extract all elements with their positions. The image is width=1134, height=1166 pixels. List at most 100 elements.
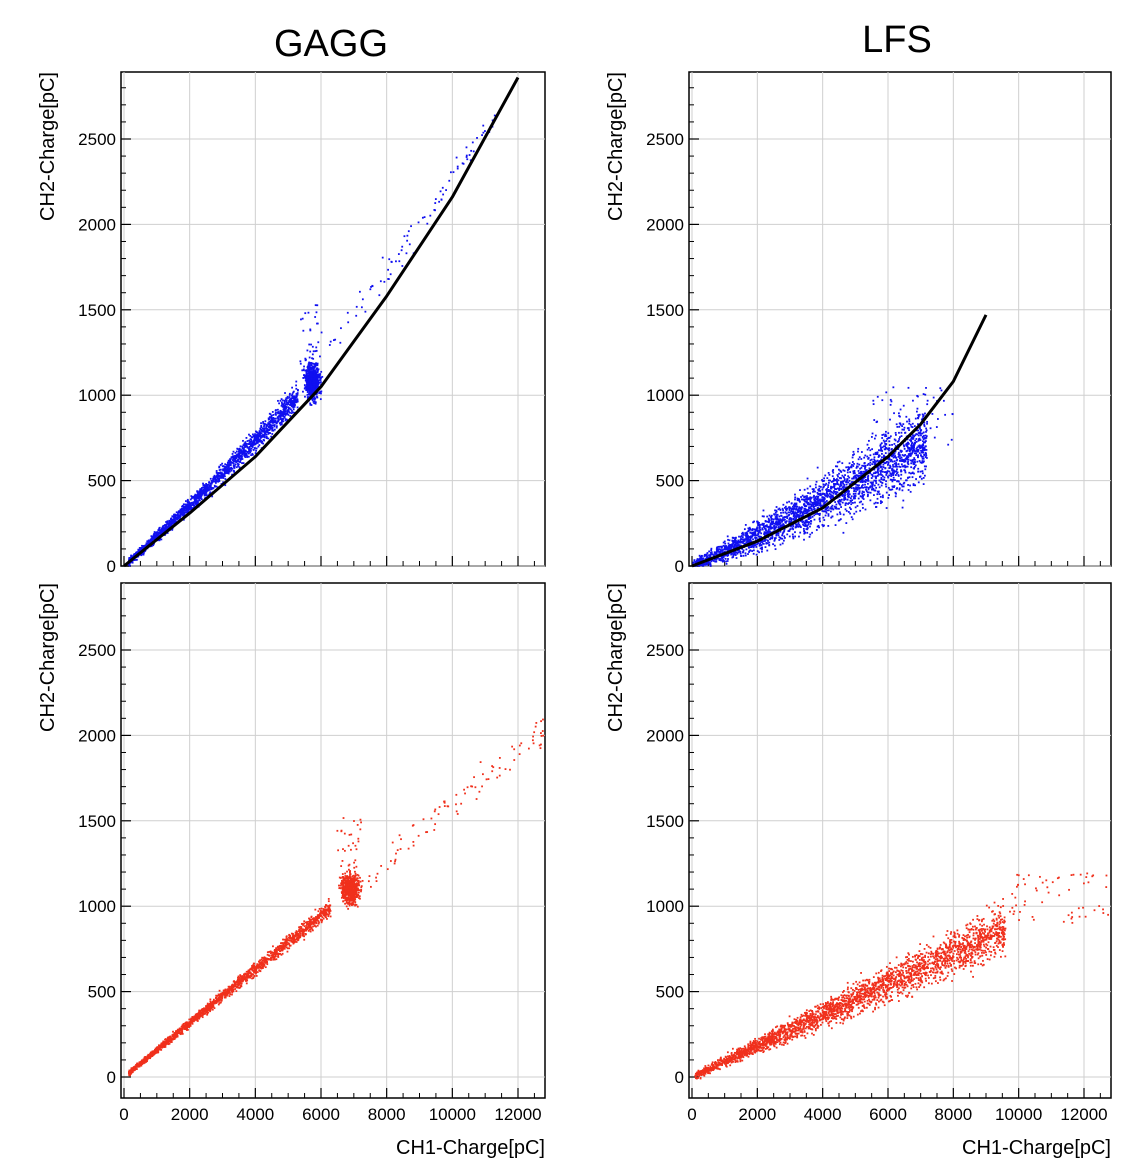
data-point: [758, 524, 761, 527]
data-point: [827, 513, 830, 516]
data-point: [724, 557, 727, 560]
data-point: [209, 488, 211, 491]
data-point: [304, 395, 306, 398]
data-point: [732, 553, 735, 556]
data-point: [864, 464, 867, 467]
data-point: [829, 507, 832, 510]
data-point: [240, 457, 243, 460]
data-point: [742, 541, 744, 544]
data-point: [140, 548, 143, 551]
data-point: [767, 532, 769, 535]
data-point: [803, 532, 806, 535]
data-point: [885, 435, 888, 438]
data-point: [312, 367, 315, 370]
data-point: [307, 365, 310, 368]
data-point: [920, 455, 923, 458]
data-point: [871, 486, 874, 489]
data-point: [841, 493, 844, 496]
data-point: [761, 515, 764, 518]
data-point: [737, 544, 740, 546]
data-point: [315, 349, 318, 352]
data-point: [877, 471, 879, 474]
data-point: [203, 490, 206, 492]
data-point: [315, 385, 318, 387]
data-point: [895, 465, 897, 468]
data-point: [241, 462, 243, 465]
data-point: [871, 488, 874, 491]
data-point: [862, 507, 864, 509]
data-point: [290, 394, 293, 397]
data-point: [192, 501, 195, 504]
data-point: [923, 441, 925, 444]
data-point: [920, 461, 923, 464]
data-point: [311, 357, 313, 360]
data-point: [241, 447, 244, 449]
data-point: [465, 154, 468, 157]
title-gagg: GAGG: [274, 23, 388, 65]
data-point: [795, 524, 798, 527]
data-point: [288, 394, 291, 396]
data-point: [234, 454, 236, 457]
data-point: [223, 467, 226, 470]
data-point: [174, 520, 177, 523]
data-point: [733, 551, 735, 554]
data-point: [864, 480, 867, 483]
data-point: [308, 363, 311, 365]
data-point: [275, 411, 277, 414]
data-point: [791, 533, 794, 536]
data-point: [312, 390, 315, 393]
data-point: [287, 406, 290, 409]
data-point: [770, 514, 773, 517]
data-point: [758, 535, 760, 538]
data-point: [334, 338, 337, 341]
data-point: [857, 470, 860, 472]
data-point: [263, 431, 266, 433]
data-point: [743, 542, 746, 545]
data-point: [787, 511, 790, 514]
data-point: [822, 516, 825, 519]
data-point: [270, 414, 273, 417]
data-point: [834, 488, 836, 490]
data-point: [204, 492, 207, 495]
data-point: [838, 507, 840, 510]
data-point: [181, 505, 183, 508]
data-point: [257, 445, 260, 448]
data-point: [302, 329, 305, 332]
data-point: [788, 518, 791, 521]
data-point: [782, 523, 785, 526]
data-point: [722, 555, 725, 558]
data-point: [316, 381, 319, 384]
data-point: [823, 498, 826, 501]
data-point: [284, 418, 287, 421]
data-point: [809, 525, 811, 528]
data-point: [842, 488, 845, 490]
data-point: [842, 482, 845, 485]
data-point: [456, 167, 459, 170]
data-point: [196, 490, 199, 493]
data-point: [243, 451, 246, 454]
data-point: [813, 505, 816, 508]
data-point: [235, 460, 238, 463]
data-point: [860, 478, 863, 481]
data-point: [921, 440, 924, 443]
data-point: [847, 511, 850, 513]
data-point: [887, 461, 890, 464]
data-point: [176, 517, 178, 520]
data-point: [893, 462, 896, 465]
data-point: [720, 550, 723, 552]
data-point: [918, 444, 921, 447]
data-point: [881, 450, 884, 452]
data-point: [312, 383, 315, 386]
data-point: [870, 477, 873, 479]
data-point: [832, 469, 835, 471]
data-point: [709, 553, 712, 556]
data-point: [239, 449, 242, 452]
data-point: [180, 507, 183, 510]
data-point: [873, 463, 876, 466]
data-point: [308, 382, 311, 385]
data-point: [900, 473, 903, 476]
data-point: [200, 498, 203, 501]
data-point: [216, 474, 219, 477]
data-point: [851, 461, 854, 463]
